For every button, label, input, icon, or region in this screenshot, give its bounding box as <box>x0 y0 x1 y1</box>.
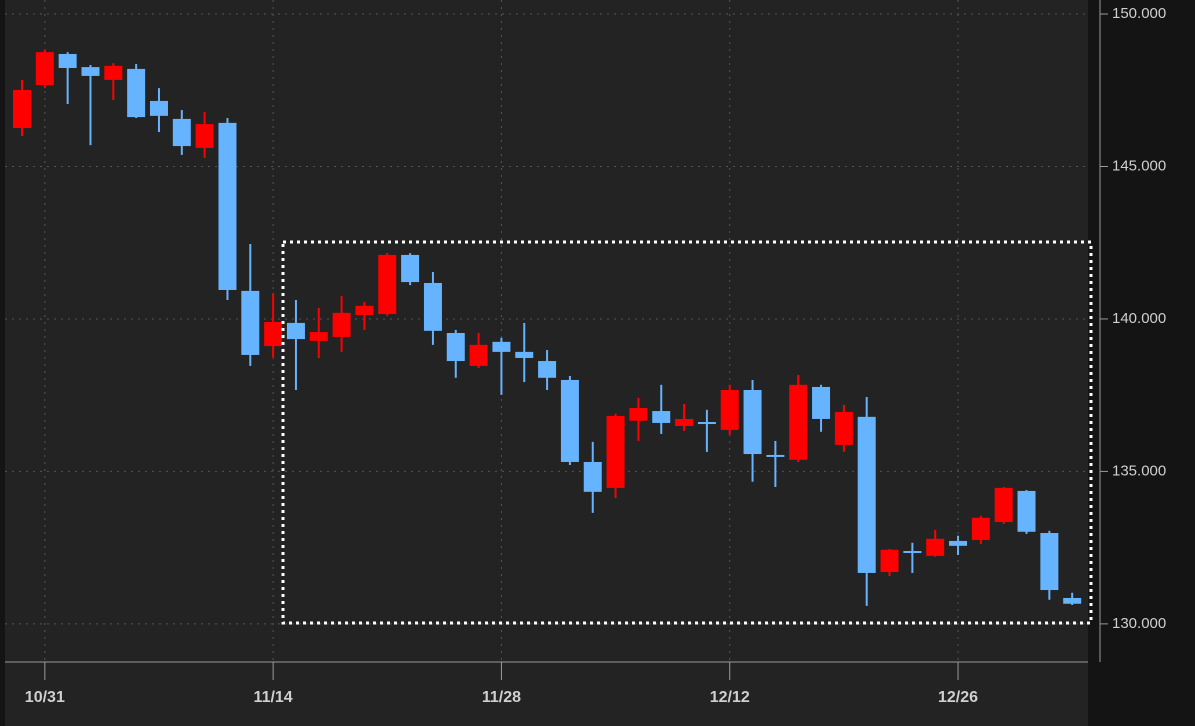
candle-body <box>720 390 739 430</box>
candle-body <box>309 332 328 341</box>
candle-body <box>629 407 648 421</box>
candle-body <box>423 282 442 331</box>
candle-body <box>218 122 237 290</box>
candle-body <box>149 100 168 116</box>
y-tick-label: 140.000 <box>1112 310 1166 327</box>
candle-body <box>1017 490 1036 532</box>
candle-body <box>766 454 785 457</box>
candle-body <box>104 65 123 80</box>
y-tick-label: 130.000 <box>1112 615 1166 632</box>
y-tick-label: 150.000 <box>1112 5 1166 22</box>
y-tick-label: 145.000 <box>1112 157 1166 174</box>
candle-body <box>994 487 1013 523</box>
candle-body <box>675 418 694 426</box>
candle-body <box>446 332 465 362</box>
x-tick-label: 12/12 <box>710 689 750 706</box>
candle-body <box>857 416 876 573</box>
candle-body <box>81 67 100 76</box>
candle-body <box>1040 533 1059 591</box>
candle-body <box>469 344 488 366</box>
candle-body <box>834 411 853 445</box>
x-tick-label: 12/26 <box>938 689 978 706</box>
candle-body <box>35 52 54 86</box>
candles <box>13 50 1082 606</box>
plot-area <box>5 0 1088 662</box>
candle-body <box>949 540 968 546</box>
x-tick-label: 10/31 <box>25 689 65 706</box>
candle-body <box>241 290 260 355</box>
candle-body <box>1063 597 1082 604</box>
candle-body <box>812 386 831 419</box>
candle-body <box>606 415 625 488</box>
y-tick-label: 135.000 <box>1112 462 1166 479</box>
candle-body <box>652 411 671 423</box>
candle-body <box>789 384 808 460</box>
candle-body <box>401 254 420 283</box>
candle-body <box>880 549 899 573</box>
candle-body <box>583 461 602 492</box>
candle-body <box>743 390 762 455</box>
candle-body <box>355 305 374 315</box>
candle-body <box>378 254 397 315</box>
candle-body <box>971 517 990 541</box>
x-axis-area <box>5 662 1088 726</box>
candle-body <box>127 68 146 118</box>
candle-body <box>286 322 305 340</box>
candle-body <box>926 538 945 556</box>
candle-body <box>172 118 191 147</box>
candle-body <box>332 312 351 337</box>
x-tick-label: 11/14 <box>254 689 293 706</box>
candle-body <box>195 124 214 148</box>
candle-body <box>538 361 557 378</box>
candle-body <box>13 89 31 129</box>
candle-body <box>903 551 922 554</box>
candle-body <box>492 341 511 352</box>
candle-body <box>515 351 534 358</box>
candle-body <box>697 422 716 425</box>
candle-body <box>58 53 77 68</box>
candle-body <box>560 379 579 462</box>
axis-labels: 130.000 135.000 140.000 145.000 150.000 10/31… <box>25 5 1166 706</box>
candle-body <box>264 322 283 347</box>
x-tick-label: 11/28 <box>482 689 521 706</box>
